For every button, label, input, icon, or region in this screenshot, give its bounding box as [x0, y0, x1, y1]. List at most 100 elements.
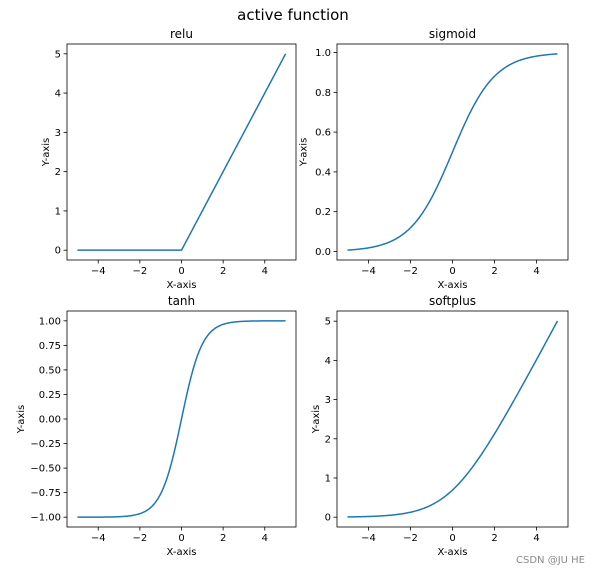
subplot-softplus: softplus −4 −2 0 2 4 0 1 2 3 4 5 X-axis Y-axis	[311, 294, 569, 558]
subplot-title: sigmoid	[429, 27, 476, 41]
data-point	[201, 343, 203, 345]
data-point	[180, 249, 182, 251]
data-point	[284, 53, 286, 55]
x-tick-label: 4	[262, 266, 268, 277]
axes-frame	[336, 310, 569, 528]
data-point	[556, 53, 558, 55]
watermark: CSDN @JU HE	[516, 555, 585, 566]
data-point	[430, 197, 432, 199]
x-tick-label: −2	[132, 266, 147, 277]
y-tick-label: 5	[55, 49, 61, 60]
data-point	[159, 493, 161, 495]
data-point	[97, 516, 99, 518]
series-line-softplus	[347, 320, 559, 518]
x-axis-label: X-axis	[167, 280, 197, 291]
data-point	[139, 512, 141, 514]
data-point	[118, 516, 120, 518]
subplot-tanh: tanh −4 −2 0 2 4 −1.00 −0.75 −0.50 −0.25 0.00 0.25 0…	[16, 294, 297, 558]
subplot-sigmoid: sigmoid −4 −2 0 2 4 0.0 0.2 0.4 0.6 0.8 1.0 X-axis Y-…	[298, 27, 569, 291]
x-tick-label: 0	[449, 266, 455, 277]
subplot-title: relu	[170, 27, 193, 41]
data-point	[76, 516, 78, 518]
subplot-relu: relu −4 −2 0 2 4 0 1 2 3 4 5 X-axis Y-axis	[41, 27, 297, 291]
y-tick-label: 2	[325, 434, 331, 445]
x-tick-label: 2	[220, 266, 226, 277]
data-point	[556, 320, 558, 322]
y-axis-label: Y-axis	[311, 405, 322, 435]
x-tick-label: 2	[491, 266, 497, 277]
y-tick-label: 1.0	[315, 48, 331, 59]
data-point	[451, 151, 453, 153]
y-tick-label: 0.25	[39, 390, 61, 401]
x-axis-label: X-axis	[438, 280, 468, 291]
x-tick-label: 4	[533, 533, 539, 544]
y-tick-label: 0.6	[315, 128, 331, 139]
y-tick-label: 3	[325, 395, 331, 406]
y-axis-label: Y-axis	[298, 138, 309, 168]
subplot-title: softplus	[429, 294, 476, 308]
x-tick-label: 2	[491, 533, 497, 544]
data-point	[118, 249, 120, 251]
data-point	[409, 511, 411, 513]
x-tick-label: −4	[361, 266, 376, 277]
data-point	[388, 241, 390, 243]
subplot-title: tanh	[168, 294, 195, 308]
y-tick-label: 4	[55, 89, 61, 100]
data-point	[514, 396, 516, 398]
x-tick-label: 0	[449, 533, 455, 544]
data-point	[243, 320, 245, 322]
y-tick-label: −0.75	[30, 488, 61, 499]
y-axis-label: Y-axis	[41, 138, 52, 168]
data-point	[472, 465, 474, 467]
x-tick-label: 4	[262, 533, 268, 544]
x-tick-label: −4	[361, 533, 376, 544]
y-tick-label: 1	[55, 206, 61, 217]
data-point	[514, 61, 516, 63]
x-tick-label: −2	[403, 266, 418, 277]
data-point	[535, 55, 537, 57]
data-point	[159, 249, 161, 251]
y-tick-label: 0	[55, 246, 61, 257]
axes-frame	[66, 43, 297, 261]
series-line-relu	[77, 53, 287, 251]
data-point	[535, 358, 537, 360]
y-tick-label: 2	[55, 167, 61, 178]
data-point	[346, 249, 348, 251]
data-point	[264, 320, 266, 322]
data-point	[472, 105, 474, 107]
y-tick-label: 4	[325, 356, 331, 367]
x-tick-label: −4	[91, 533, 106, 544]
data-point	[284, 320, 286, 322]
data-point	[139, 249, 141, 251]
data-point	[222, 323, 224, 325]
y-tick-label: 5	[325, 317, 331, 328]
y-tick-label: 1	[325, 473, 331, 484]
x-tick-label: 0	[178, 533, 184, 544]
x-tick-label: −2	[132, 533, 147, 544]
data-point	[76, 249, 78, 251]
subplot-grid: relu −4 −2 0 2 4 0 1 2 3 4 5 X-axis Y-axis sigmoid −4 −2…	[16, 27, 569, 558]
y-tick-label: 0.2	[315, 207, 331, 218]
y-tick-label: 0.75	[39, 341, 61, 352]
x-tick-label: −2	[403, 533, 418, 544]
data-point	[346, 516, 348, 518]
data-point	[388, 514, 390, 516]
data-point	[493, 75, 495, 77]
data-point	[409, 227, 411, 229]
y-tick-label: −1.00	[30, 513, 61, 524]
y-tick-label: 0	[325, 513, 331, 524]
y-tick-label: −0.25	[30, 439, 61, 450]
data-point	[201, 210, 203, 212]
y-tick-label: 0.8	[315, 88, 331, 99]
x-tick-label: 0	[178, 266, 184, 277]
data-point	[430, 504, 432, 506]
y-tick-label: 0.4	[315, 167, 331, 178]
x-tick-label: −4	[91, 266, 106, 277]
x-tick-label: 2	[220, 533, 226, 544]
data-point	[243, 131, 245, 133]
y-axis-label: Y-axis	[16, 405, 27, 435]
figure-title: active function	[237, 6, 349, 24]
data-point	[222, 170, 224, 172]
y-tick-label: −0.50	[30, 464, 61, 475]
